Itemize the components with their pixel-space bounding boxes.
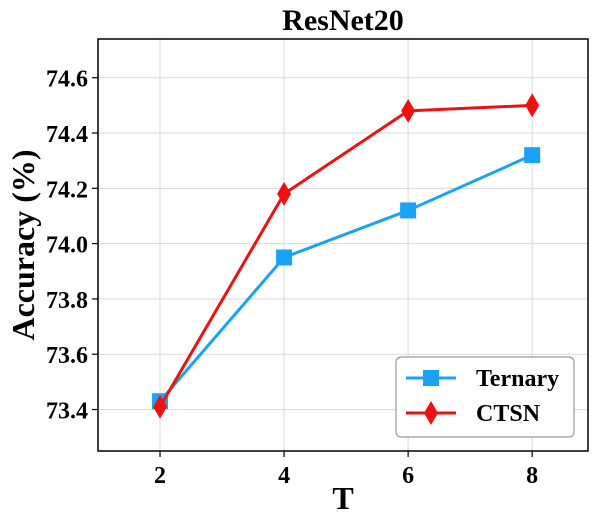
data-point [400,202,417,219]
legend-label: Ternary [476,366,559,392]
legend-marker [423,370,439,386]
series-layer [152,93,541,419]
y-tick-label: 74.6 [46,67,88,93]
x-tick-label: 6 [402,463,414,489]
x-axis-ticks: 2 4 6 8 [154,451,538,489]
legend-item: CTSN [406,401,541,427]
series-ctsn [153,93,540,419]
legend-item: Ternary [406,366,559,392]
chart-title: ResNet20 [282,4,404,37]
data-point [276,249,293,266]
legend: Ternary CTSN [395,356,575,438]
plot-frame [97,38,589,452]
x-tick-label: 2 [154,463,166,489]
series-line [158,153,533,403]
x-axis-label: T [332,480,353,516]
legend-label: CTSN [476,401,541,427]
y-axis-label: Accuracy (%) [5,149,41,340]
y-tick-label: 74.2 [46,177,88,203]
data-point [401,98,416,123]
data-point [525,93,540,118]
y-tick-label: 74.4 [46,122,88,148]
data-point [277,181,292,206]
legend-marker [424,401,438,425]
y-tick-label: 73.8 [46,288,88,314]
data-point [524,147,541,164]
x-tick-label: 8 [526,463,538,489]
y-tick-label: 73.4 [46,399,88,425]
data-point [153,394,168,419]
y-axis-ticks: 73.4 73.6 73.8 74.0 74.2 74.4 74.6 [46,67,98,425]
y-tick-label: 73.6 [46,343,88,369]
x-tick-label: 4 [278,463,290,489]
y-tick-label: 74.0 [46,233,88,259]
series-line [158,103,533,408]
